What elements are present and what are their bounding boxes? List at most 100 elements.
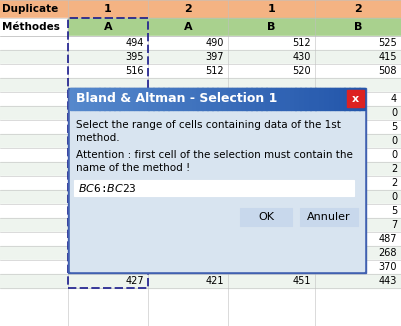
Text: 350: 350 [292, 262, 311, 272]
Text: 427: 427 [126, 276, 144, 286]
Bar [296, 88, 301, 110]
Bar [0, 0, 401, 18]
Bar [68, 88, 366, 273]
Bar [344, 88, 350, 110]
Bar [0, 18, 68, 36]
Text: 430: 430 [293, 52, 311, 62]
Bar [183, 88, 188, 110]
Bar [217, 88, 223, 110]
Text: 512: 512 [205, 66, 224, 76]
Bar [266, 88, 271, 110]
Text: x: x [352, 94, 359, 103]
Bar [237, 88, 242, 110]
Bar [354, 88, 360, 110]
Bar [0, 162, 401, 176]
Bar [68, 18, 148, 288]
Bar [134, 88, 139, 110]
Bar [129, 88, 134, 110]
Bar [0, 204, 401, 218]
Text: A: A [104, 22, 112, 32]
Text: B: B [354, 22, 362, 32]
Bar [80, 88, 85, 110]
Bar [305, 88, 311, 110]
Text: B: B [267, 22, 276, 32]
Bar [70, 90, 364, 271]
Bar [75, 88, 80, 110]
Text: 2: 2 [391, 164, 397, 174]
Bar [325, 88, 330, 110]
Bar [310, 88, 316, 110]
Bar [158, 88, 164, 110]
Text: 259: 259 [292, 248, 311, 258]
Bar [99, 88, 105, 110]
Text: 516: 516 [126, 66, 144, 76]
Bar [240, 208, 292, 226]
Bar [0, 232, 401, 246]
Text: 372: 372 [205, 262, 224, 272]
Bar [232, 88, 237, 110]
Bar [0, 106, 401, 120]
Text: 415: 415 [379, 52, 397, 62]
Bar [222, 88, 227, 110]
Bar [0, 274, 401, 288]
Bar [0, 246, 401, 260]
Bar [349, 88, 355, 110]
Text: name of the method !: name of the method ! [76, 163, 190, 173]
Bar [192, 88, 198, 110]
Bar [114, 88, 119, 110]
Text: 7: 7 [391, 220, 397, 230]
Bar [68, 18, 148, 36]
Text: 0: 0 [391, 150, 397, 160]
Text: 5: 5 [391, 206, 397, 216]
Bar [359, 88, 365, 110]
Text: 520: 520 [292, 66, 311, 76]
Bar [0, 176, 401, 190]
Bar [261, 88, 267, 110]
Text: 451: 451 [292, 276, 311, 286]
Text: 421: 421 [205, 276, 224, 286]
Bar [286, 88, 291, 110]
Text: 2: 2 [391, 178, 397, 188]
Text: 397: 397 [205, 52, 224, 62]
Bar [0, 190, 401, 204]
Text: 2: 2 [184, 4, 192, 14]
Text: 0: 0 [391, 136, 397, 146]
Bar [228, 18, 315, 36]
Bar [340, 88, 345, 110]
Bar [0, 92, 401, 106]
Text: Select the range of cells containing data of the 1st: Select the range of cells containing dat… [76, 120, 341, 130]
Bar [212, 88, 217, 110]
Bar [290, 88, 296, 110]
Text: 478: 478 [126, 234, 144, 244]
Bar [197, 88, 203, 110]
Bar [89, 88, 95, 110]
Bar [0, 148, 401, 162]
Bar [320, 88, 325, 110]
Bar [139, 88, 144, 110]
Bar [188, 88, 193, 110]
Bar [119, 88, 124, 110]
Bar [271, 88, 276, 110]
Bar [246, 88, 252, 110]
Bar [148, 88, 154, 110]
Bar [70, 88, 75, 110]
Bar [0, 64, 401, 78]
Text: $BC$6:$BC$23: $BC$6:$BC$23 [78, 182, 137, 194]
Bar [148, 18, 228, 36]
Text: Attention : first cell of the selection must contain the: Attention : first cell of the selection … [76, 150, 353, 160]
Bar [74, 180, 354, 196]
Text: 0: 0 [391, 108, 397, 118]
Bar [276, 88, 281, 110]
Bar [144, 88, 149, 110]
Text: 4: 4 [391, 94, 397, 104]
Bar [109, 88, 115, 110]
Bar [0, 218, 401, 232]
Bar [347, 90, 364, 107]
Text: 487: 487 [379, 234, 397, 244]
Text: Méthodes: Méthodes [2, 22, 60, 32]
Bar [315, 88, 320, 110]
Text: 512: 512 [292, 38, 311, 48]
Bar [0, 134, 401, 148]
Text: 178: 178 [126, 248, 144, 258]
Bar [300, 88, 306, 110]
